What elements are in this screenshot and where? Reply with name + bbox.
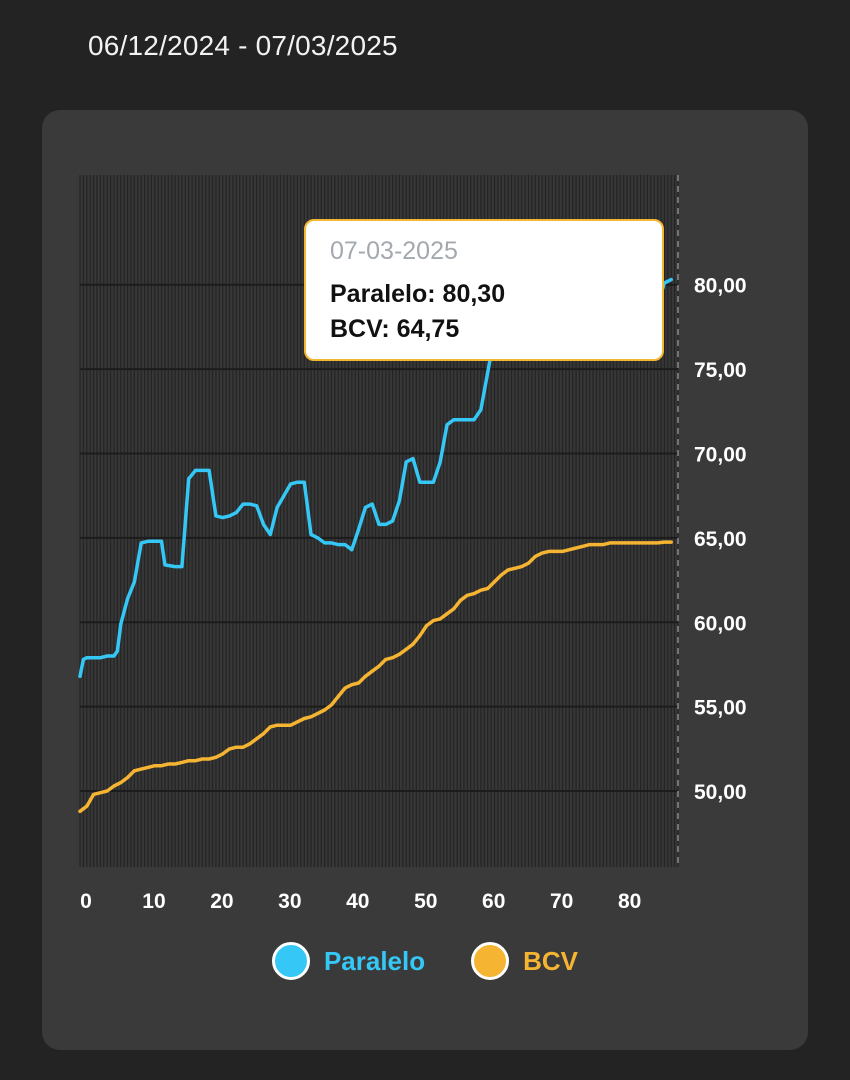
x-tick-label: 30 xyxy=(278,890,301,913)
y-tick-label: 65,00 xyxy=(694,528,747,551)
legend-swatch-bcv xyxy=(471,942,510,980)
chart-tooltip: 07-03-2025 Paralelo: 80,30 BCV: 64,75 xyxy=(304,219,664,361)
series-line-bcv xyxy=(78,540,673,814)
y-tick-label: 70,00 xyxy=(694,443,747,466)
legend-label-bcv: BCV xyxy=(523,945,579,976)
x-tick-label: 40 xyxy=(346,890,369,913)
x-tick-label: 10 xyxy=(142,890,165,913)
tooltip-date: 07-03-2025 xyxy=(330,237,458,265)
y-tick-label: 75,00 xyxy=(694,359,747,382)
y-tick-label: 60,00 xyxy=(694,612,747,635)
y-tick-label: 80,00 xyxy=(694,275,747,298)
legend-item-paralelo[interactable]: Paralelo xyxy=(271,942,426,980)
x-tick-label: 20 xyxy=(210,890,233,913)
x-tick-label: 70 xyxy=(550,890,573,913)
chart-legend: Paralelo BCV xyxy=(0,942,850,980)
date-range-label: 06/12/2024 - 07/03/2025 xyxy=(88,30,398,61)
y-tick-label: 55,00 xyxy=(694,697,747,720)
x-tick-label: 60 xyxy=(482,890,505,913)
x-tick-label: 50 xyxy=(414,890,437,913)
tooltip-paralelo-value: Paralelo: 80,30 xyxy=(330,280,506,308)
legend-swatch-paralelo xyxy=(271,942,310,980)
y-tick-label: 50,00 xyxy=(694,781,747,804)
x-tick-label: 80 xyxy=(618,890,641,913)
legend-item-bcv[interactable]: BCV xyxy=(471,942,578,980)
x-tick-label: 0 xyxy=(80,890,92,913)
tooltip-bcv-value: BCV: 64,75 xyxy=(330,315,460,343)
legend-label-paralelo: Paralelo xyxy=(323,945,426,976)
